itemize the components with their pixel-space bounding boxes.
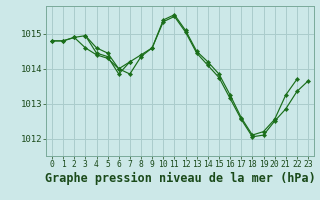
X-axis label: Graphe pression niveau de la mer (hPa): Graphe pression niveau de la mer (hPa) [44, 172, 316, 185]
